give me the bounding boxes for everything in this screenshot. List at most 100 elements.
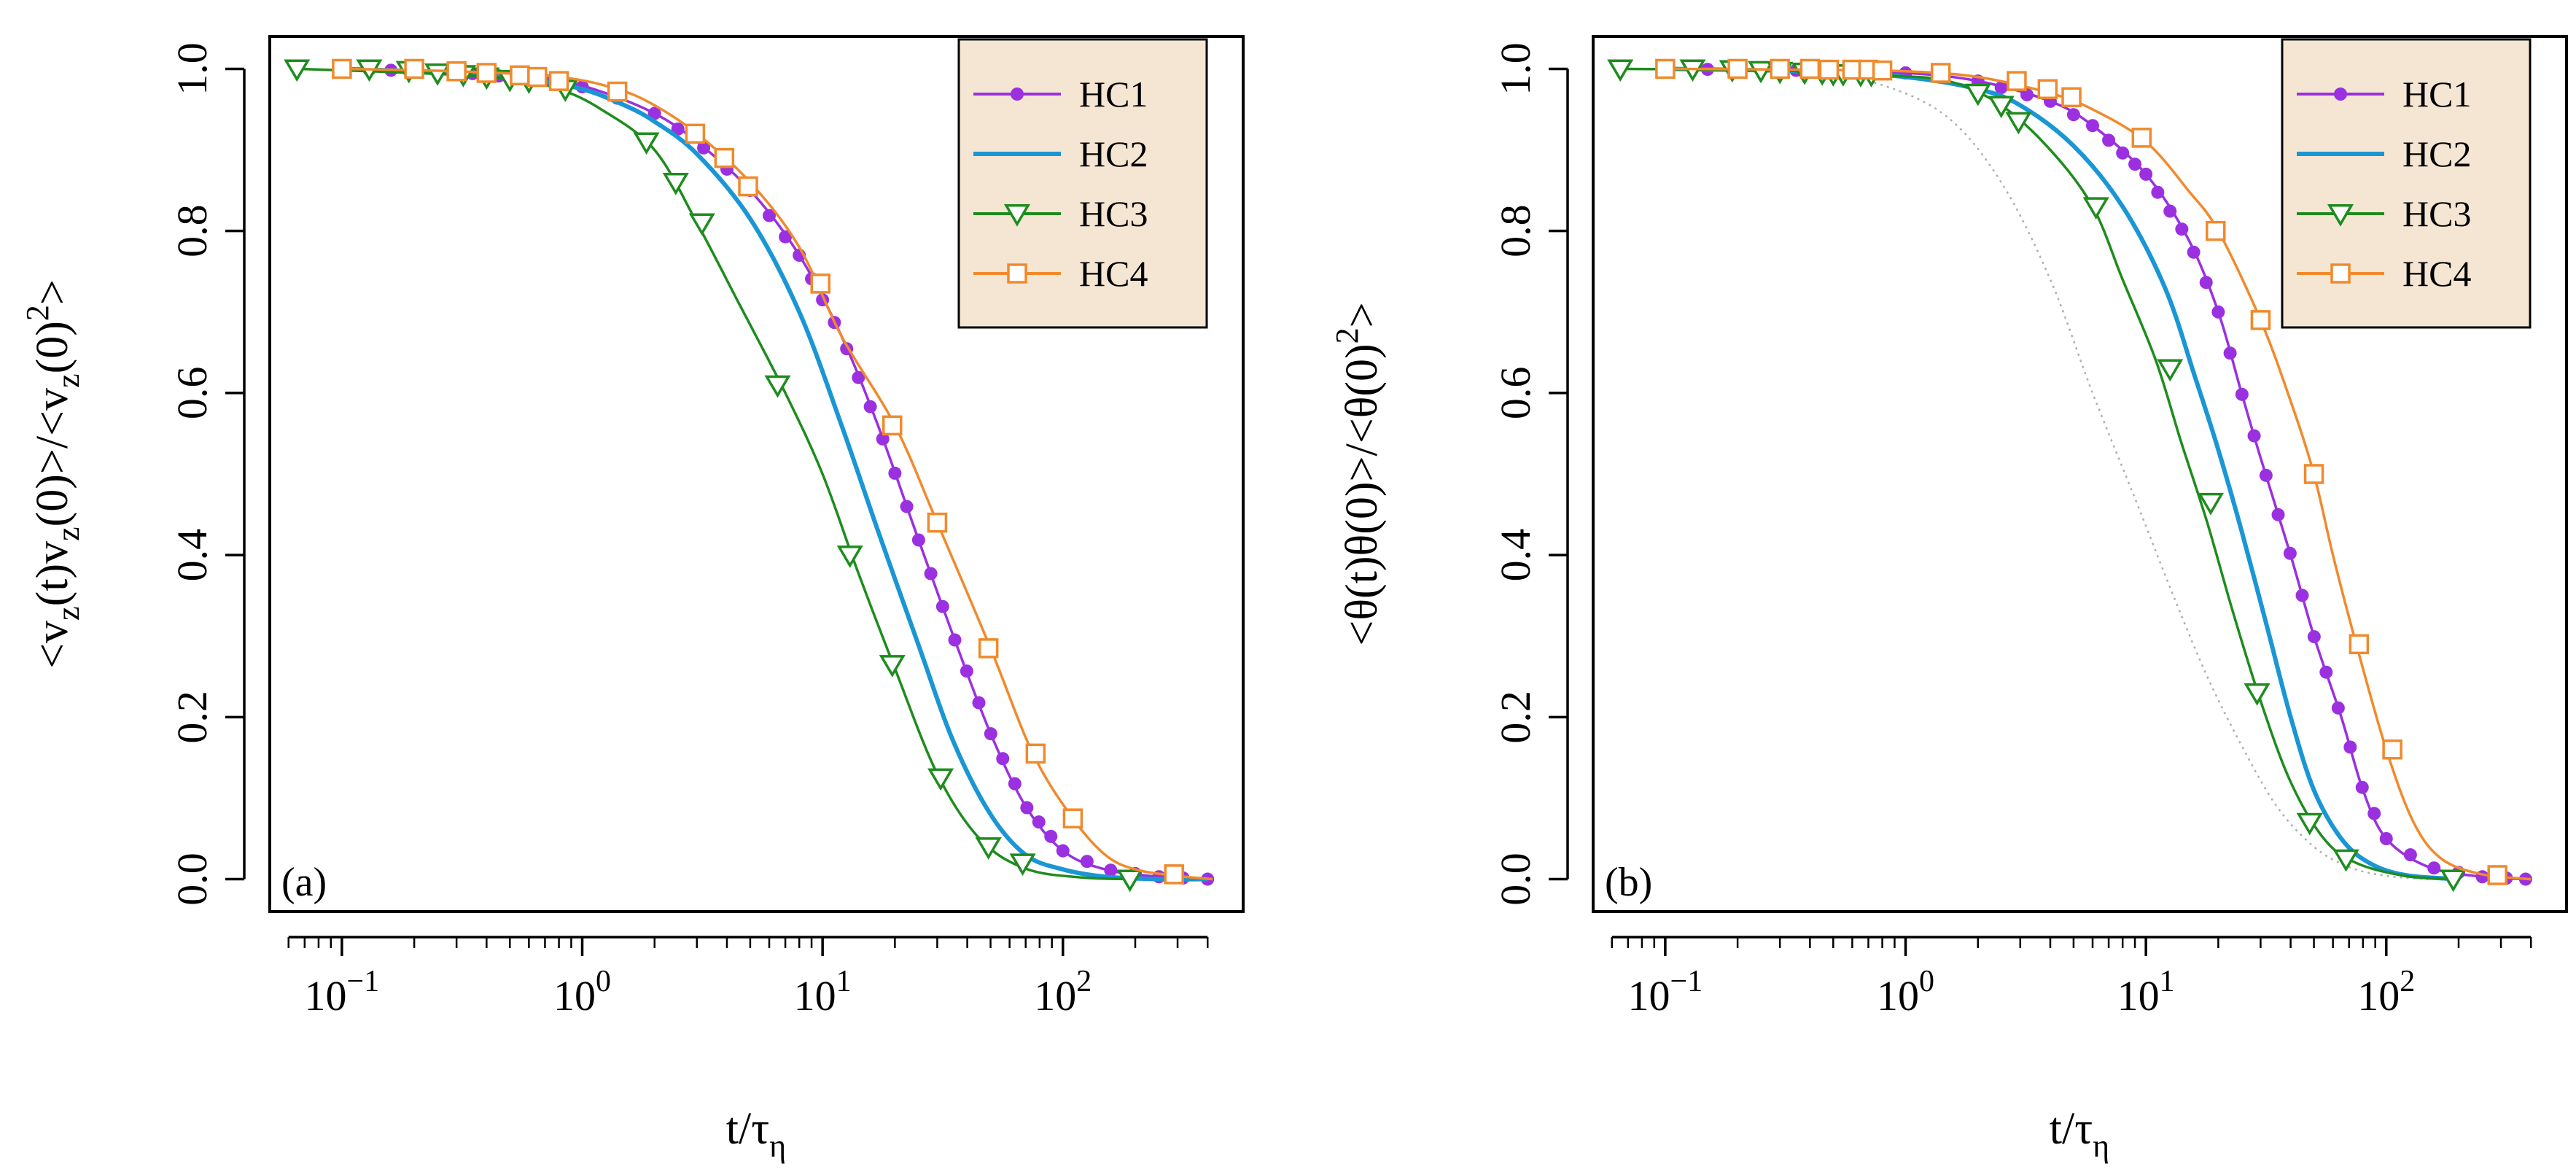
data-point: [863, 400, 877, 413]
data-point: [810, 273, 831, 294]
data-point: [763, 209, 777, 222]
data-point: [852, 370, 865, 384]
plot-frame: [1592, 35, 2568, 913]
data-point: [1104, 863, 1118, 877]
y-tick-label: 0.0: [168, 853, 216, 906]
series-line: [341, 66, 1208, 882]
data-point: [876, 432, 890, 446]
data-point: [927, 512, 948, 533]
data-point: [688, 213, 715, 236]
data-point: [738, 176, 758, 197]
data-point: [2211, 305, 2225, 319]
data-point: [879, 655, 906, 677]
data-point: [685, 123, 706, 144]
x-axis: 10−1 100 101 102: [287, 936, 1209, 1020]
data-point: [1056, 844, 1070, 858]
panel-label: (b): [1605, 860, 1652, 905]
data-point: [2487, 865, 2507, 885]
data-point: [836, 545, 863, 568]
data-point: [1044, 829, 1058, 843]
data-point: [911, 533, 925, 547]
data-point: [2007, 71, 2027, 91]
data-point: [2303, 464, 2324, 484]
data-point: [1727, 58, 1748, 79]
data-point: [2403, 848, 2417, 862]
x-axis: 10−1 100 101 102: [1611, 936, 2532, 1020]
legend-marker: [2330, 263, 2351, 284]
data-point: [1770, 58, 1790, 79]
data-point: [2247, 429, 2261, 443]
data-point: [404, 58, 424, 79]
data-point: [697, 141, 711, 155]
data-point: [1988, 96, 2015, 119]
data-point: [2206, 220, 2226, 241]
legend-box: [957, 38, 1208, 329]
plot-area: [1607, 58, 2532, 893]
x-axis-label: t/τη: [2050, 1104, 2109, 1164]
data-point: [2382, 739, 2402, 760]
data-point: [1655, 58, 1676, 79]
x-tick-label: 101: [2117, 965, 2175, 1020]
data-point: [978, 638, 999, 659]
data-point: [2199, 276, 2213, 290]
legend-label: HC1: [1079, 74, 1148, 114]
data-point: [888, 466, 902, 480]
y-tick-label: 0.4: [168, 529, 216, 582]
legend-label: HC4: [2402, 253, 2471, 294]
x-axis-label: t/τη: [726, 1104, 786, 1164]
data-point: [764, 375, 791, 398]
data-point: [476, 63, 497, 83]
y-tick-label: 0.2: [168, 691, 216, 744]
legend-entry: HC1: [973, 74, 1148, 114]
data-point: [948, 633, 962, 647]
data-point: [2175, 222, 2189, 236]
series-hc4: [332, 58, 1213, 885]
x-tick-label: 101: [794, 965, 852, 1020]
data-point: [2061, 87, 2082, 108]
data-point: [2116, 146, 2130, 160]
data-point: [2440, 869, 2467, 893]
legend-label: HC4: [1079, 253, 1148, 294]
data-point: [446, 61, 467, 82]
data-point: [2259, 468, 2273, 482]
data-point: [972, 696, 986, 710]
data-point: [1025, 743, 1046, 764]
legend-label: HC2: [1079, 133, 1148, 174]
data-point: [2082, 197, 2109, 220]
data-point: [2349, 634, 2370, 655]
data-point: [2250, 310, 2271, 330]
y-axis-label: <θ(t)θ(0)>/<θ(0)2>: [1329, 302, 1387, 645]
data-point: [2163, 204, 2177, 218]
x-tick-label: 102: [2357, 965, 2415, 1020]
data-point: [2343, 740, 2357, 754]
legend-entry: HC1: [2297, 74, 2471, 114]
data-point: [882, 415, 903, 436]
data-point: [1842, 59, 1863, 80]
data-point: [924, 567, 938, 580]
x-tick-label: 10−1: [305, 965, 380, 1020]
data-point: [779, 230, 793, 244]
data-point: [527, 66, 548, 88]
data-point: [2355, 780, 2369, 794]
x-tick-label: 100: [553, 965, 611, 1020]
data-point: [1748, 61, 1775, 84]
data-point: [1062, 808, 1083, 828]
data-point: [2319, 665, 2333, 679]
legend-entry: HC3: [973, 193, 1148, 234]
data-point: [2283, 546, 2297, 560]
data-point: [2020, 88, 2034, 101]
data-point: [1994, 81, 2008, 95]
legend-entry: HC2: [2297, 133, 2471, 174]
data-point: [2005, 112, 2032, 135]
y-axis-label: <vz(t)vz(0)>/<vz(0)2>: [20, 279, 86, 669]
data-point: [975, 837, 1002, 860]
data-point: [2037, 79, 2058, 99]
panel-a: 10−1 100 101 102 0.0 0.2 0.4 0.6 0.8 1.0 (a) HC1…: [20, 35, 1245, 1164]
x-tick-label: 100: [1877, 965, 1934, 1020]
legend-entry: HC4: [973, 253, 1148, 294]
data-point: [714, 147, 735, 168]
data-point: [607, 81, 628, 102]
legend-label: HC3: [2402, 193, 2471, 234]
